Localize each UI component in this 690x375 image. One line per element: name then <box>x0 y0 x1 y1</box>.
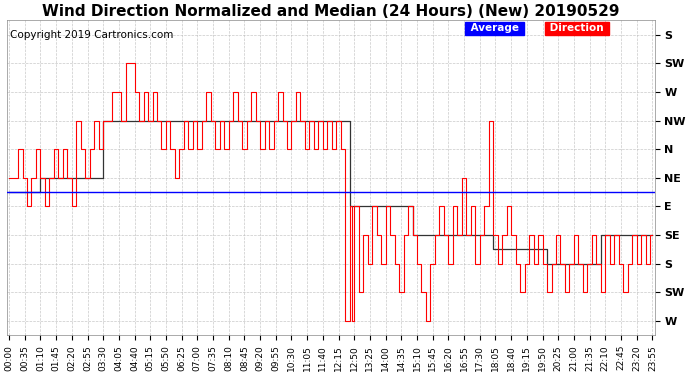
Text: Direction: Direction <box>546 24 608 33</box>
Text: Copyright 2019 Cartronics.com: Copyright 2019 Cartronics.com <box>10 30 173 40</box>
Text: Average: Average <box>466 24 522 33</box>
Title: Wind Direction Normalized and Median (24 Hours) (New) 20190529: Wind Direction Normalized and Median (24… <box>42 4 620 19</box>
